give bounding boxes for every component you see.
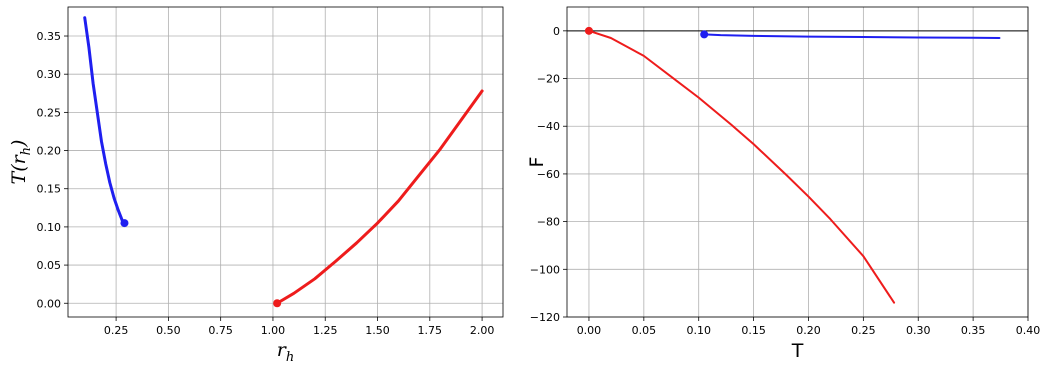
series-0-endpoint-marker <box>700 30 709 39</box>
series-1-endpoint-marker <box>584 26 593 35</box>
series-0-line <box>703 33 1001 39</box>
x-tick-label: 0.75 <box>208 324 233 337</box>
x-axis-label: rh <box>277 339 294 365</box>
series-0-endpoint-marker <box>120 219 129 228</box>
series-1-line <box>587 29 896 304</box>
x-tick-label: 1.00 <box>261 324 286 337</box>
x-tick-label: 0.35 <box>961 324 986 337</box>
x-tick-label: 2.00 <box>470 324 495 337</box>
plot-frame <box>566 6 1029 318</box>
y-tick-label: 0.05 <box>37 259 62 272</box>
y-tick-label: 0.15 <box>37 183 62 196</box>
x-tick-label: 0.50 <box>156 324 181 337</box>
plot-frame <box>67 6 504 318</box>
left-chart-panel: 0.25 0.50 0.75 1.00 1.25 1.50 1.75 2.00 0.00 0.05… <box>8 6 504 365</box>
x-tick-label: 0.25 <box>851 324 876 337</box>
x-tick-label: 0.20 <box>796 324 821 337</box>
y-tick-label: −20 <box>537 73 560 86</box>
y-axis-label: T(rh) <box>8 140 34 185</box>
y-axis-label: F <box>526 157 548 168</box>
y-tick-label: 0.00 <box>37 297 62 310</box>
y-tick-label: 0.20 <box>37 145 62 158</box>
y-tick-label: 0.25 <box>37 106 62 119</box>
x-tick-label: 1.25 <box>313 324 338 337</box>
x-tick-label: 0.40 <box>1016 324 1041 337</box>
y-tick-label: −80 <box>537 216 560 229</box>
y-tick-label: −60 <box>537 168 560 181</box>
series-1-line <box>275 89 484 305</box>
y-tick-label: 0.10 <box>37 221 62 234</box>
y-tick-label: 0.30 <box>37 68 62 81</box>
right-chart-panel: 0.00 0.05 0.10 0.15 0.20 0.25 0.30 0.35 0.40 0 −20… <box>526 6 1041 362</box>
x-tick-label: 0.10 <box>686 324 711 337</box>
x-tick-label: 1.75 <box>418 324 443 337</box>
series-1-endpoint-marker <box>273 299 282 308</box>
y-tick-label: 0 <box>553 25 560 38</box>
x-tick-label: 0.30 <box>906 324 931 337</box>
x-tick-label: 0.00 <box>577 324 602 337</box>
x-tick-label: 0.15 <box>741 324 766 337</box>
y-tick-label: −120 <box>530 311 560 324</box>
y-tick-label: −40 <box>537 120 560 133</box>
y-tick-label: −100 <box>530 263 560 276</box>
x-tick-label: 0.25 <box>104 324 129 337</box>
x-axis-label: T <box>791 340 804 362</box>
x-tick-label: 1.50 <box>365 324 390 337</box>
y-tick-label: 0.35 <box>37 30 62 43</box>
x-tick-label: 0.05 <box>632 324 657 337</box>
series-0-line <box>83 16 126 225</box>
